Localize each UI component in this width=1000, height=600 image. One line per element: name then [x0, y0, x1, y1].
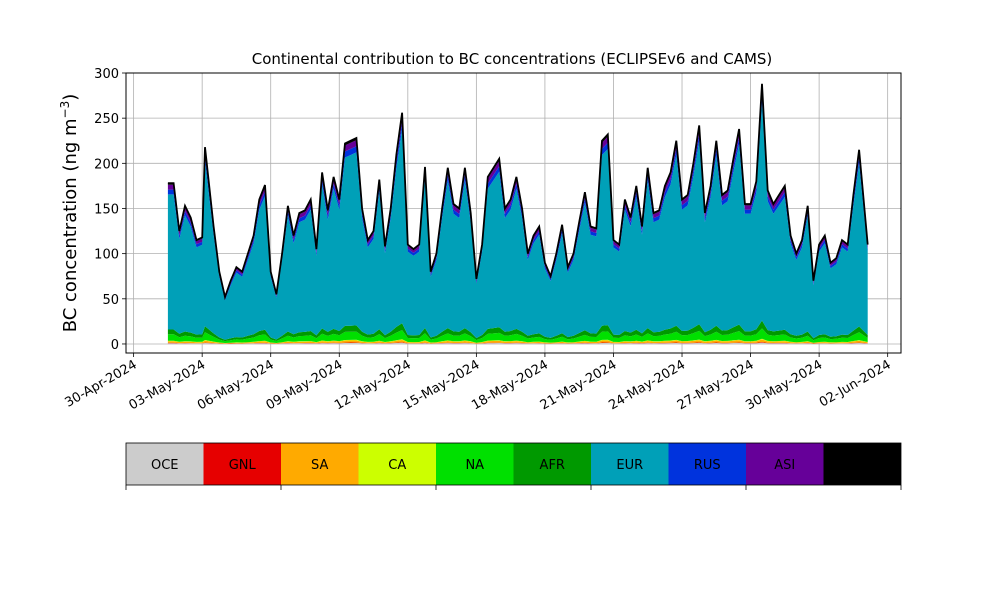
legend-swatch-gnl [203, 443, 281, 485]
plot-frame [125, 72, 902, 354]
legend-swatch-rus [668, 443, 746, 485]
y-tick-label: 150 [94, 202, 119, 217]
y-axis-label: BC concentration (ng m−3) [58, 94, 81, 333]
legend-frame [125, 442, 902, 486]
area-sa [167, 339, 868, 344]
legend-label-eur: EUR [616, 458, 643, 473]
area-afr [167, 320, 868, 342]
y-tick-label: 0 [111, 338, 119, 353]
y-axis-ticks: 0 50 100 150 200 250 300 [94, 67, 126, 353]
y-tick-label: 100 [94, 248, 119, 263]
legend-swatch-sa [281, 443, 359, 485]
total-outline [167, 83, 869, 301]
y-axis-label-close: ) [60, 94, 81, 101]
legend-swatch-ca [358, 443, 436, 485]
legend-swatch-aus [823, 443, 901, 485]
legend-label-oce: OCE [151, 458, 179, 473]
legend-swatch-oce [126, 443, 204, 485]
legend-label-ca: CA [388, 458, 406, 473]
legend-label-na: NA [465, 458, 484, 473]
legend-swatch-eur [591, 443, 669, 485]
legend-label-aus: AUS [849, 458, 876, 473]
area-oce [167, 342, 868, 344]
legend: OCE GNL SA CA NA AFR EUR RUS ASI AUS [125, 442, 902, 490]
area-gnl [167, 342, 868, 344]
area-rus [167, 94, 868, 301]
y-tick-label: 300 [94, 67, 119, 82]
legend-swatch-asi [746, 443, 824, 485]
y-axis-label-exp: −3 [58, 101, 72, 119]
legend-label-rus: RUS [694, 458, 721, 473]
y-tick-label: 200 [94, 157, 119, 172]
legend-swatch-na [436, 443, 514, 485]
chart-title: Continental contribution to BC concentra… [252, 50, 773, 68]
legend-swatch-afr [513, 443, 591, 485]
y-axis-label-main: BC concentration (ng m [60, 118, 81, 332]
legend-label-asi: ASI [774, 458, 795, 473]
area-na [167, 328, 868, 343]
area-asi [167, 86, 868, 299]
legend-label-gnl: GNL [229, 458, 257, 473]
y-tick-label: 250 [94, 112, 119, 127]
legend-label-afr: AFR [540, 458, 565, 473]
area-eur [167, 102, 868, 340]
area-ca [167, 338, 868, 344]
legend-label-sa: SA [311, 458, 328, 473]
y-tick-label: 50 [102, 293, 119, 308]
